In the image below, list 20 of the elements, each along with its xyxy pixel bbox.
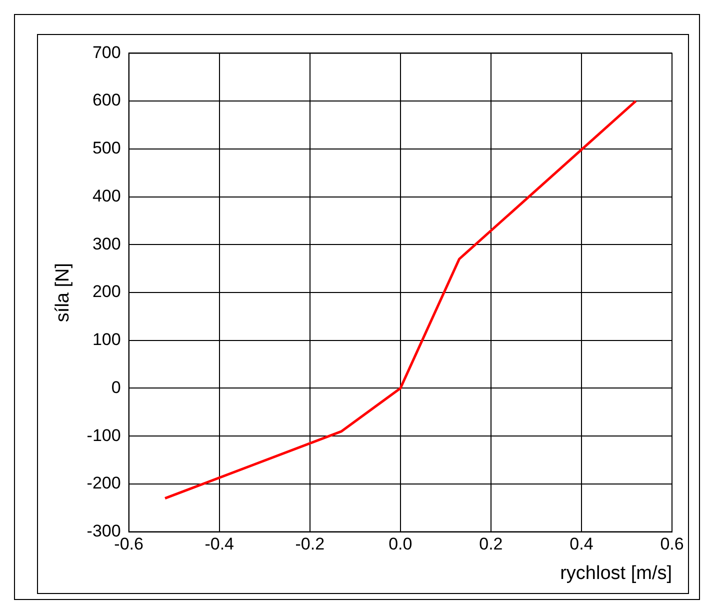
y-tick-label: -200 (86, 474, 121, 493)
y-tick-label: 100 (92, 330, 121, 350)
y-axis-title: síla [N] (52, 262, 74, 322)
chart-frame: rychlost [m/s] síla [N] -0.6 -0.4 -0.2 0.0 0.2 0.4 0.6 -300 -200 -100 0 100 200 300 400 500 600 700 (37, 34, 689, 594)
y-tick-label: 200 (92, 282, 121, 302)
y-tick-label: 300 (92, 234, 121, 254)
y-tick-label: -300 (86, 521, 121, 540)
y-tick-label: 500 (92, 138, 121, 158)
x-axis-title: rychlost [m/s] (560, 562, 672, 584)
x-tick-label: 0.4 (570, 534, 594, 554)
y-tick-label: -100 (86, 426, 121, 445)
y-tick-label: 0 (111, 378, 121, 397)
x-tick-label: 0.6 (660, 534, 684, 554)
y-tick-label: 600 (92, 90, 121, 110)
y-tick-label: 700 (92, 42, 121, 62)
x-tick-label: -0.2 (295, 534, 325, 554)
y-tick-label: 400 (92, 186, 121, 206)
x-tick-label: 0.0 (388, 534, 412, 554)
x-tick-label: -0.4 (204, 534, 234, 554)
x-tick-label: 0.2 (479, 534, 503, 554)
